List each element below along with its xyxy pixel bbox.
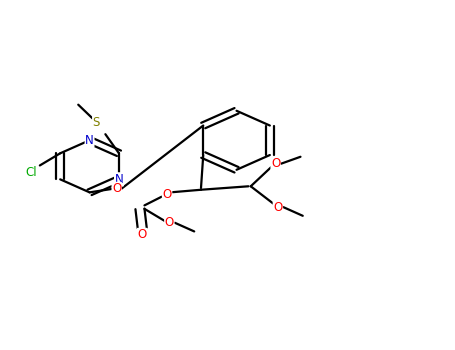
Text: S: S xyxy=(93,116,100,128)
Text: O: O xyxy=(137,229,147,241)
Text: O: O xyxy=(162,188,172,202)
Text: O: O xyxy=(165,216,174,229)
Text: O: O xyxy=(273,201,283,214)
Text: Cl: Cl xyxy=(25,166,36,179)
Text: O: O xyxy=(112,182,121,195)
Text: N: N xyxy=(115,173,123,186)
Text: O: O xyxy=(271,157,280,170)
Text: N: N xyxy=(85,134,94,147)
